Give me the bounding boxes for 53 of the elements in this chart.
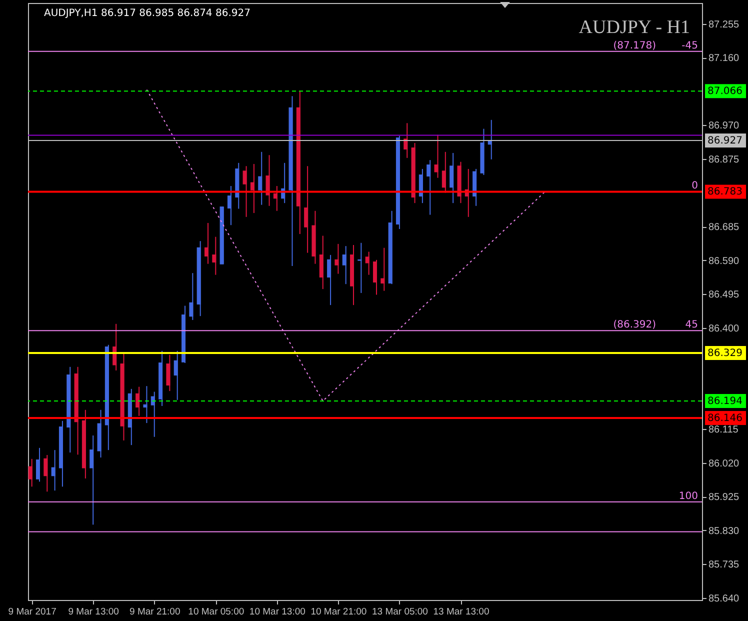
x-tick-label: 9 Mar 21:00 [130,606,180,618]
y-tick-label: 86.115 [708,424,739,436]
y-tick-label: 86.970 [708,120,740,132]
annotation: 45 [685,320,698,331]
y-tick-label: 87.255 [708,19,740,30]
candlestick [212,236,216,276]
y-tick-label: 85.735 [708,560,740,571]
x-tick-label: 13 Mar 05:00 [372,606,428,618]
candlestick [44,454,48,492]
annotation: AUDJPY,H1 86.917 86.985 86.874 86.927 [44,8,250,19]
y-tick-label: 86.875 [708,154,740,166]
candlestick [334,243,339,274]
text: AUDJPY - H1 [578,17,690,38]
candlestick [258,151,262,206]
candlestick [112,323,117,371]
x-tick-label: 10 Mar 13:00 [249,606,306,618]
candlestick [136,386,140,416]
candlestick [404,122,408,158]
x-tick-label: 10 Mar 21:00 [310,606,367,618]
candlestick [304,166,308,254]
ref-line-label: 86.927 [708,136,742,147]
candlestick [358,242,362,294]
y-tick-label: 86.020 [708,458,740,470]
y-tick-label: 86.590 [708,256,740,267]
ref-line-label: 87.066 [708,86,742,98]
annotation: 100 [678,490,698,502]
candlestick [426,160,431,216]
y-tick-label: 85.830 [708,526,740,537]
candlestick [380,247,385,292]
candlestick [166,354,170,392]
candlestick [450,152,454,204]
y-tick-label: 85.640 [708,593,740,604]
y-tick-label: 86.685 [708,222,740,234]
annotation: 0 [692,180,698,192]
annotation: -45 [682,40,698,52]
y-tick-label: 87.160 [708,53,740,64]
ref-line-label: 86.783 [708,186,742,198]
x-tick-label: 9 Mar 2017 [8,606,56,618]
annotation: (86.392) [613,320,656,331]
candlestick [90,434,94,526]
x-tick-label: 9 Mar 13:00 [68,606,119,618]
candlestick [143,386,148,424]
ref-line-label: 86.194 [708,396,742,407]
x-tick-label: 13 Mar 13:00 [433,606,490,618]
ref-line-label: 86.329 [708,348,742,360]
y-tick-label: 86.400 [708,323,740,334]
x-tick-label: 10 Mar 05:00 [188,606,244,618]
candlestick [189,272,194,320]
y-tick-label: 86.495 [708,290,740,301]
y-tick-label: 85.925 [708,492,740,504]
annotation: (87.178) [613,40,656,52]
candlestick [327,254,332,306]
ref-line-label: 86.146 [708,413,742,424]
